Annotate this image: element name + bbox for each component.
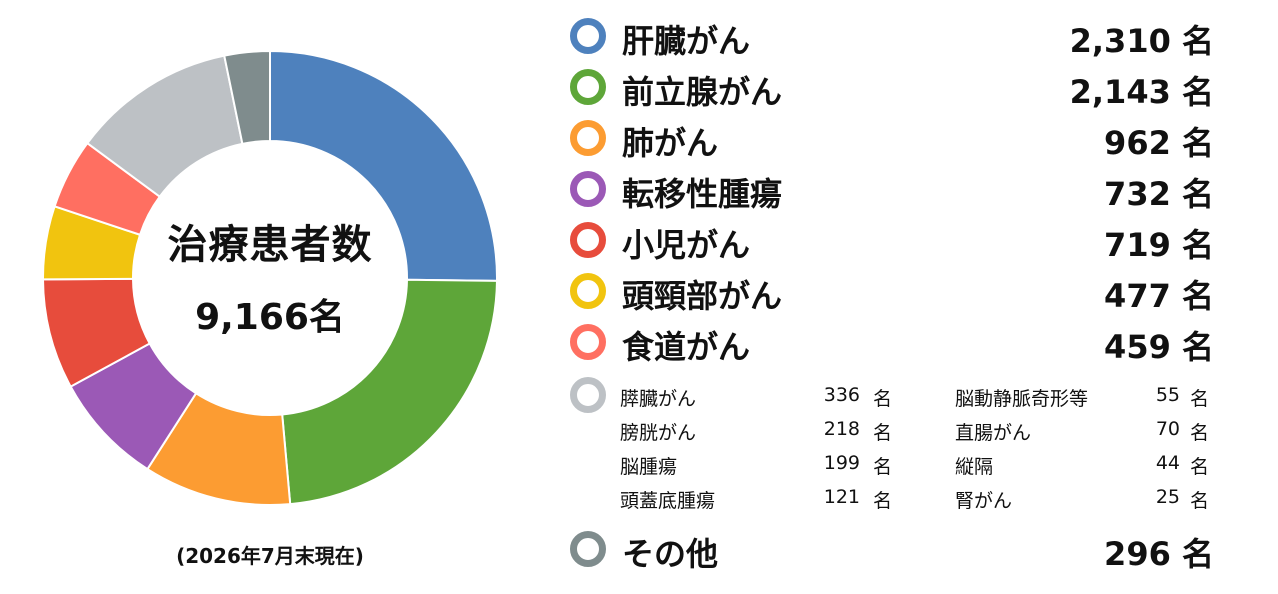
legend-value: 732 名 [1104,169,1214,215]
minor-value: 336 [823,384,860,406]
legend-label: 肺がん [622,124,719,162]
ring-icon [570,120,606,156]
legend-row-liver: 肝臓がん 2,310 名 [568,14,1218,65]
legend-label: 頭頸部がん [622,277,783,315]
legend-row-other: その他 296 名 [568,527,1218,573]
minor-label: 直腸がん [955,422,1032,444]
legend-main: 肝臓がん 2,310 名 前立腺がん 2,143 名 肺がん 962 名 転移性… [568,14,1218,371]
legend-value: 477 名 [1104,271,1214,317]
legend-unit: 名 [1181,124,1214,162]
donut-slice [281,278,498,506]
minor-value: 70 [1155,418,1180,440]
legend-value-number: 296 [1104,535,1171,573]
minor-unit: 名 [1190,456,1210,478]
legend-value: 296 名 [1104,529,1214,575]
ring-icon [570,324,606,360]
legend-row-esophageal: 食道がん 459 名 [568,320,1218,371]
donut-slice [223,49,271,145]
minor-label: 膵臓がん [620,388,697,410]
minor-label: 腎がん [955,490,1013,512]
date-note: (2026年7月末現在) [176,544,364,568]
ring-icon [570,273,606,309]
legend-unit: 名 [1181,175,1214,213]
minor-value: 44 [1155,452,1180,474]
legend-row-other-inner: その他 296 名 [568,527,1218,573]
legend-value: 2,143 名 [1070,67,1214,113]
legend-unit: 名 [1181,277,1214,315]
minor-value: 121 [823,486,860,508]
legend-value-number: 2,310 [1069,22,1171,60]
ring-icon [570,531,606,567]
minor-unit: 名 [1190,422,1210,444]
minor-unit: 名 [873,388,893,410]
ring-icon-minor [570,377,606,413]
minor-unit: 名 [1190,490,1210,512]
legend-value-number: 459 [1104,328,1171,366]
ring-icon [570,18,606,54]
legend-label: 前立腺がん [622,73,783,111]
minor-value: 55 [1155,384,1180,406]
ring-icon [570,69,606,105]
minor-label: 縦隔 [955,456,994,478]
legend-value: 719 名 [1104,220,1214,266]
legend-value: 459 名 [1104,322,1214,368]
legend-label: 肝臓がん [622,22,751,60]
legend-unit: 名 [1181,328,1214,366]
minor-unit: 名 [873,490,893,512]
minor-value: 218 [823,418,860,440]
minor-label: 脳動静脈奇形等 [955,388,1089,410]
legend-label: 転移性腫瘍 [622,175,783,213]
legend-label: 食道がん [622,328,751,366]
legend-label: 小児がん [622,226,751,264]
legend-value-number: 477 [1104,277,1171,315]
minor-label: 膀胱がん [620,422,697,444]
legend-value-number: 732 [1104,175,1171,213]
legend-value-number: 962 [1104,124,1171,162]
minor-value: 25 [1155,486,1180,508]
minor-label: 脳腫瘍 [620,456,678,478]
minor-unit: 名 [873,422,893,444]
ring-icon [570,222,606,258]
legend-value: 2,310 名 [1070,16,1214,62]
legend-unit: 名 [1181,226,1214,264]
donut-chart [41,49,498,506]
center-title: 治療患者数 [167,222,373,268]
legend-value: 962 名 [1104,118,1214,164]
minor-label: 頭蓋底腫瘍 [620,490,716,512]
ring-icon [570,171,606,207]
minor-value: 199 [823,452,860,474]
donut-slice [269,49,498,282]
legend-row-metastatic: 転移性腫瘍 732 名 [568,167,1218,218]
legend-row-head-neck: 頭頸部がん 477 名 [568,269,1218,320]
legend-value-number: 2,143 [1069,73,1171,111]
legend-unit: 名 [1181,535,1214,573]
minor-unit: 名 [1190,388,1210,410]
legend-row-prostate: 前立腺がん 2,143 名 [568,65,1218,116]
center-total: 9,166名 [195,297,345,338]
legend-row-pediatric: 小児がん 719 名 [568,218,1218,269]
legend-label: その他 [622,535,719,573]
legend-unit: 名 [1181,73,1214,111]
legend-unit: 名 [1181,22,1214,60]
legend-value-number: 719 [1104,226,1171,264]
minor-unit: 名 [873,456,893,478]
legend-row-lung: 肺がん 962 名 [568,116,1218,167]
